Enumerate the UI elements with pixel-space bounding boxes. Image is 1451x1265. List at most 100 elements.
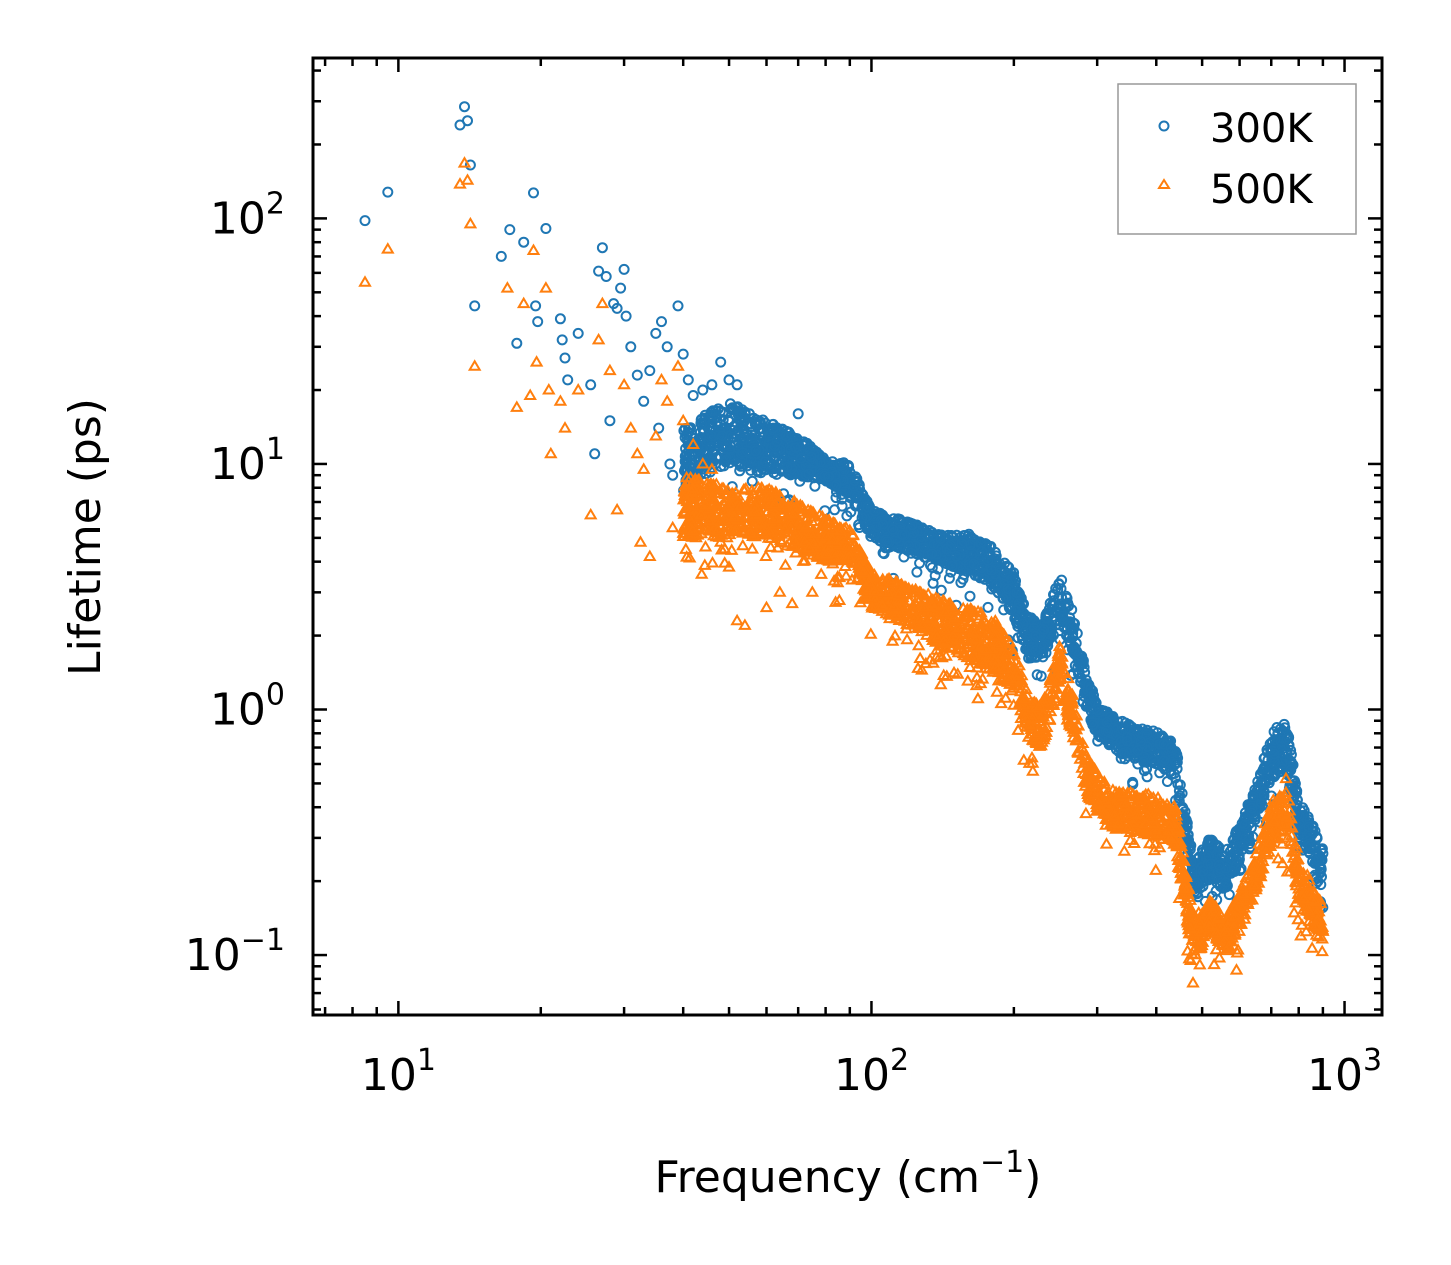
data-point-300k [982, 601, 994, 613]
data-point-300k [1003, 602, 1015, 614]
data-point-300k [1055, 606, 1067, 618]
data-point-300k [1275, 736, 1287, 748]
data-point-300k [600, 271, 612, 282]
data-point-300k [717, 406, 729, 418]
data-point-300k [1269, 752, 1281, 764]
data-point-300k [731, 379, 743, 391]
data-point-300k [1243, 830, 1255, 841]
data-point-300k [720, 451, 732, 463]
data-point-300k [589, 448, 601, 460]
data-point-300k [1203, 835, 1215, 847]
data-point-300k [732, 408, 744, 420]
data-point-300k [664, 458, 676, 470]
data-point-300k [1024, 644, 1036, 656]
data-point-300k [844, 466, 856, 478]
data-points-layer [358, 101, 1330, 988]
data-point-300k [830, 492, 842, 504]
data-point-300k [1291, 787, 1303, 799]
data-point-300k [462, 115, 473, 127]
data-point-300k [965, 539, 976, 551]
data-point-300k [982, 555, 994, 566]
data-point-300k [706, 379, 718, 391]
data-point-300k [695, 432, 707, 444]
data-point-300k [1173, 792, 1185, 804]
data-point-300k [759, 456, 771, 467]
data-point-300k [970, 536, 982, 548]
data-point-300k [1038, 641, 1050, 653]
data-point-300k [1078, 661, 1090, 673]
data-point-300k [795, 452, 807, 464]
data-point-300k [1181, 819, 1193, 831]
data-point-300k [625, 341, 637, 353]
data-point-300k [382, 186, 394, 198]
data-point-300k [869, 506, 881, 517]
data-point-300k [950, 550, 962, 562]
data-point-300k [1017, 618, 1029, 630]
data-point-300k [829, 480, 841, 492]
data-point-300k [656, 316, 667, 328]
data-point-300k [1230, 828, 1242, 840]
data-point-300k [1173, 785, 1185, 797]
data-point-300k [1268, 748, 1280, 760]
data-point-300k [905, 547, 917, 559]
data-point-300k [819, 470, 831, 482]
data-point-300k [870, 521, 882, 533]
data-point-300k [927, 577, 939, 589]
data-point-300k [1235, 863, 1247, 875]
data-point-300k [1302, 838, 1314, 850]
data-point-300k [1121, 731, 1133, 743]
data-point-300k [1197, 865, 1209, 877]
data-point-300k [947, 560, 958, 572]
data-point-300k [1286, 779, 1298, 791]
data-point-300k [715, 356, 727, 368]
data-point-300k [1128, 732, 1140, 744]
data-point-300k [803, 468, 815, 480]
data-point-300k [851, 490, 863, 502]
data-point-300k [1048, 595, 1060, 607]
data-point-300k [1305, 840, 1317, 852]
data-point-300k [836, 488, 848, 500]
data-point-300k [1005, 573, 1017, 585]
data-point-300k [704, 422, 716, 434]
data-point-300k [1010, 605, 1022, 617]
data-point-300k [926, 548, 938, 560]
data-point-300k [1121, 735, 1133, 747]
data-point-500k [714, 543, 729, 555]
data-point-300k [835, 458, 846, 469]
data-point-300k [572, 327, 584, 339]
data-point-300k [696, 418, 708, 430]
data-point-300k [559, 352, 571, 364]
data-point-300k [615, 282, 627, 294]
data-point-300k [849, 475, 861, 487]
data-point-300k [359, 215, 371, 227]
data-point-300k [667, 469, 679, 481]
data-point-300k [697, 384, 709, 396]
data-point-300k [1285, 764, 1297, 776]
data-point-300k [1186, 864, 1198, 875]
data-point-300k [1170, 758, 1182, 769]
data-point-300k [1141, 741, 1153, 753]
data-point-300k [943, 572, 955, 584]
data-point-300k [593, 265, 605, 277]
data-point-300k [1050, 615, 1062, 627]
data-point-300k [1002, 583, 1014, 595]
data-point-300k [836, 493, 848, 505]
data-point-300k [504, 224, 516, 236]
data-point-300k [1183, 834, 1194, 846]
data-point-300k [1048, 589, 1059, 601]
data-point-300k [745, 418, 756, 430]
data-point-300k [735, 460, 747, 472]
data-point-300k [1101, 716, 1113, 728]
data-point-300k [1012, 620, 1024, 632]
data-point-300k [727, 431, 739, 443]
data-point-300k [707, 447, 719, 459]
data-point-300k [1281, 733, 1293, 745]
data-point-300k [631, 369, 643, 381]
data-point-300k [887, 524, 899, 535]
data-point-300k [1063, 629, 1075, 641]
data-point-300k [1246, 802, 1258, 814]
data-point-300k [789, 442, 801, 454]
data-point-300k [893, 515, 905, 527]
data-point-300k [1255, 778, 1267, 790]
